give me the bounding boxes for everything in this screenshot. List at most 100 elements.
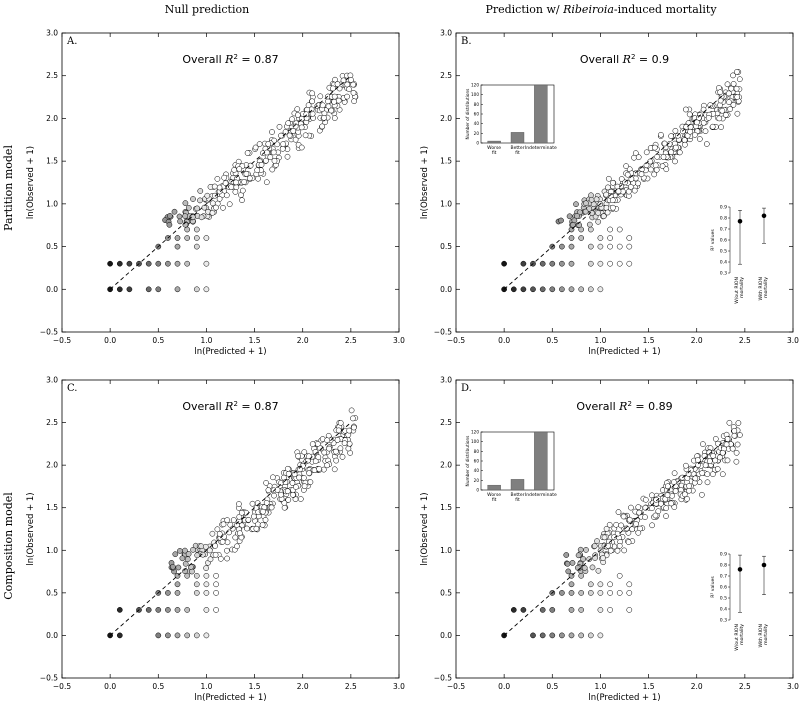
data-point (616, 243, 623, 250)
data-point (736, 76, 743, 83)
y-tick-label: −0.5 (434, 674, 452, 683)
x-axis-label: ln(Predicted + 1) (588, 693, 660, 703)
data-point (268, 504, 275, 511)
inset-bar-ytick-label: 20 (474, 478, 480, 483)
inset-bar (487, 484, 501, 491)
data-point (346, 427, 353, 434)
data-point (636, 509, 643, 516)
plot-frame (61, 32, 400, 333)
inset-r2-ytick-label: 0.3 (720, 618, 727, 624)
y-tick-label: 2.0 (440, 114, 452, 123)
y-tick-label: 1.5 (440, 157, 452, 166)
data-point (597, 590, 604, 596)
data-point (294, 106, 301, 112)
data-point (671, 479, 677, 485)
data-point (302, 132, 309, 139)
data-point (263, 500, 270, 506)
data-point (201, 204, 208, 211)
data-point (245, 516, 252, 523)
data-point (626, 607, 633, 613)
data-point (333, 448, 339, 455)
data-point (539, 286, 546, 293)
data-point (344, 93, 350, 100)
data-point (190, 546, 196, 553)
data-point (635, 154, 642, 161)
data-point (116, 607, 123, 613)
x-tick-label: 2.5 (345, 336, 357, 345)
data-point (197, 197, 203, 204)
inset-r2-category-label: mortality (739, 624, 745, 645)
inset-r2-category-label: mortality (763, 277, 769, 298)
data-point (330, 85, 336, 92)
data-point (155, 607, 162, 613)
data-point (228, 184, 235, 190)
inset-bar-category-label: fit (515, 497, 520, 503)
data-point (626, 235, 633, 241)
inset-r2-category-label: mortality (739, 277, 745, 298)
data-point (155, 632, 162, 639)
data-point (306, 470, 312, 476)
inset-r2-chart: 0.3 0.4 0.5 0.6 0.7 0.8 0.9 R² values W/out RION… (710, 552, 769, 651)
data-point (232, 189, 239, 195)
y-tick-label: 2.5 (46, 71, 58, 80)
data-point (672, 127, 679, 134)
data-point (317, 93, 324, 100)
inset-r2-mean-point (761, 213, 767, 219)
data-point (568, 581, 575, 588)
inset-r2-ytick-label: 0.9 (720, 205, 727, 211)
inset-r2-mean-point (737, 219, 743, 224)
data-point (325, 98, 331, 105)
data-point (203, 286, 210, 293)
data-point (193, 632, 200, 639)
y-tick-label: 2.0 (46, 461, 58, 470)
inset-bar-ytick-label: 80 (474, 102, 480, 107)
data-point (193, 226, 200, 233)
inset-r2-ytick-label: 0.6 (720, 238, 727, 244)
data-point (607, 590, 613, 596)
y-tick-label: 0.5 (46, 242, 58, 251)
data-point (642, 504, 649, 511)
inset-bar (510, 479, 525, 491)
data-point (722, 112, 729, 118)
data-point (647, 166, 654, 173)
data-point (559, 632, 565, 639)
data-point (581, 565, 588, 571)
data-point (568, 260, 575, 267)
overall-r2-title: Overall R2 = 0.87 (182, 53, 278, 66)
x-tick-label: 1.0 (594, 682, 606, 691)
data-point (611, 534, 617, 540)
data-point (601, 534, 608, 541)
data-point (243, 170, 250, 177)
y-axis-label: ln(Observed + 1) (420, 492, 430, 565)
data-point (733, 458, 740, 465)
x-tick-label: 1.5 (249, 336, 261, 345)
x-tick-label: 2.0 (297, 336, 309, 345)
data-point (653, 496, 660, 503)
data-point (219, 538, 226, 545)
data-point (309, 441, 316, 447)
x-tick-label: −0.5 (53, 682, 71, 691)
x-tick-label: 2.0 (691, 336, 703, 345)
title-sup: 2 (631, 53, 635, 61)
data-point (184, 260, 191, 267)
data-point (607, 235, 613, 241)
data-point (348, 407, 355, 414)
data-point (220, 521, 227, 528)
plot-frame (455, 379, 794, 679)
data-point (733, 449, 740, 456)
x-tick-label: 0.0 (104, 682, 116, 691)
data-point (116, 632, 123, 639)
x-tick-label: 1.5 (643, 336, 655, 345)
panel-label: C. (67, 383, 77, 394)
data-point (346, 86, 352, 93)
data-point (549, 286, 556, 293)
data-point (530, 632, 536, 639)
data-point (558, 217, 564, 224)
data-point (658, 500, 664, 507)
data-point (607, 243, 613, 250)
data-point (145, 260, 152, 267)
data-point (578, 607, 585, 613)
data-point (206, 547, 213, 554)
data-point (539, 260, 546, 267)
